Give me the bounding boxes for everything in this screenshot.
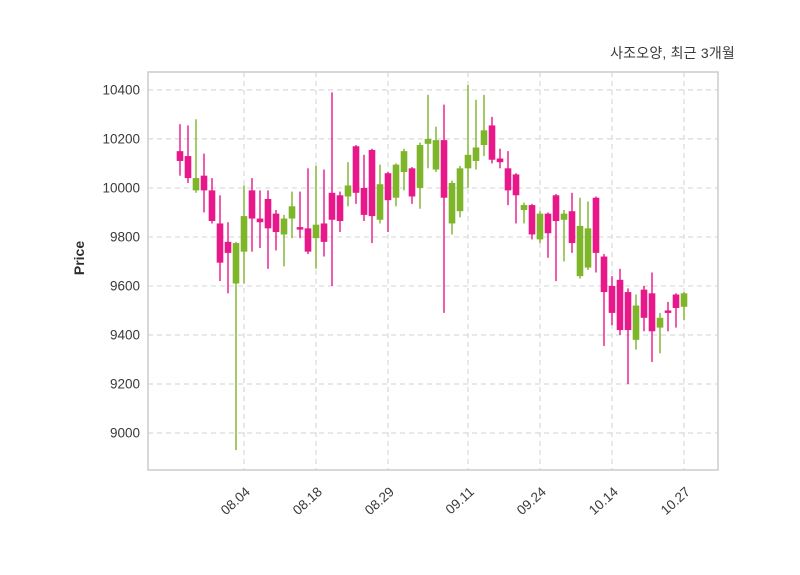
y-tick-label: 10200 (102, 131, 140, 146)
candle-body-up (456, 168, 464, 212)
candle-body-up (560, 213, 568, 220)
candle-body-up (240, 216, 248, 252)
candle-body-down (664, 310, 672, 313)
y-tick-label: 9200 (110, 376, 140, 391)
candle-body-up (376, 184, 384, 220)
chart-title: 사조오양, 최근 3개월 (610, 45, 735, 61)
candle-body-down (672, 294, 680, 309)
candle-body-up (536, 213, 544, 240)
candle-body-down (488, 125, 496, 160)
candle-body-down (616, 279, 624, 331)
candle-body-down (272, 213, 280, 233)
candle-body-down (184, 156, 192, 179)
candle-body-down (408, 168, 416, 197)
candle-body-down (504, 168, 512, 191)
candle-body-down (176, 151, 184, 161)
x-tick-label: 10.27 (658, 484, 693, 518)
candle-body-down (216, 223, 224, 263)
candle-body-down (440, 140, 448, 198)
candle-body-down (568, 211, 576, 244)
y-tick-label: 9600 (110, 278, 140, 293)
candle-body-down (592, 197, 600, 253)
y-tick-label: 9400 (110, 327, 140, 342)
candle-body-up (632, 305, 640, 340)
candle-body-down (264, 198, 272, 229)
candle-body-up (392, 164, 400, 198)
y-axis-label: Price (71, 240, 88, 276)
candle-body-up (288, 206, 296, 219)
x-tick-label: 09.11 (443, 484, 477, 517)
candle-body-down (384, 173, 392, 201)
candle-body-down (248, 190, 256, 219)
candle-body-up (432, 140, 440, 170)
candle-body-up (680, 293, 688, 307)
candle-body-down (648, 293, 656, 332)
y-tick-label: 10400 (102, 82, 140, 97)
candle-body-up (656, 317, 664, 328)
candle-body-up (448, 183, 456, 224)
candle-body-up (312, 224, 320, 239)
candle-body-up (232, 243, 240, 284)
candle-body-up (192, 178, 200, 191)
candle-body-down (296, 227, 304, 230)
candle-body-down (320, 223, 328, 242)
candle-body-down (224, 241, 232, 253)
candle-body-up (280, 218, 288, 235)
candle-body-up (464, 154, 472, 169)
candle-body-down (336, 195, 344, 222)
candle-body-down (544, 213, 552, 234)
candle-body-down (256, 218, 264, 223)
candle-body-up (480, 130, 488, 146)
x-tick-label: 09.24 (514, 484, 550, 518)
candle-body-down (360, 187, 368, 215)
candle-body-down (368, 149, 376, 217)
candle-body-down (304, 228, 312, 252)
candle-body-down (528, 205, 536, 235)
y-tick-label: 10000 (102, 180, 140, 195)
candle-body-up (424, 138, 432, 144)
x-tick-label: 10.14 (586, 484, 622, 518)
candle-body-down (552, 195, 560, 222)
candle-body-up (400, 151, 408, 172)
candle-body-up (344, 185, 352, 197)
candle-body-up (576, 225, 584, 277)
x-tick-label: 08.04 (218, 484, 254, 518)
candle-body-down (208, 190, 216, 222)
x-tick-label: 08.18 (290, 484, 325, 518)
candle-body-down (600, 256, 608, 293)
candle-body-down (512, 174, 520, 196)
candle-body-down (496, 158, 504, 163)
candle-body-up (520, 205, 528, 210)
candle-body-down (608, 285, 616, 313)
candle-body-up (584, 228, 592, 268)
y-tick-label: 9000 (110, 425, 140, 440)
candle-body-down (640, 289, 648, 318)
candle-body-up (416, 145, 424, 188)
candle-body-down (200, 175, 208, 191)
plot-border (147, 71, 719, 471)
candle-body-down (352, 146, 360, 193)
x-tick-label: 08.29 (362, 484, 397, 518)
candle-body-down (328, 192, 336, 220)
y-tick-label: 9800 (110, 229, 140, 244)
candle-body-down (624, 292, 632, 331)
candle-body-up (472, 147, 480, 161)
